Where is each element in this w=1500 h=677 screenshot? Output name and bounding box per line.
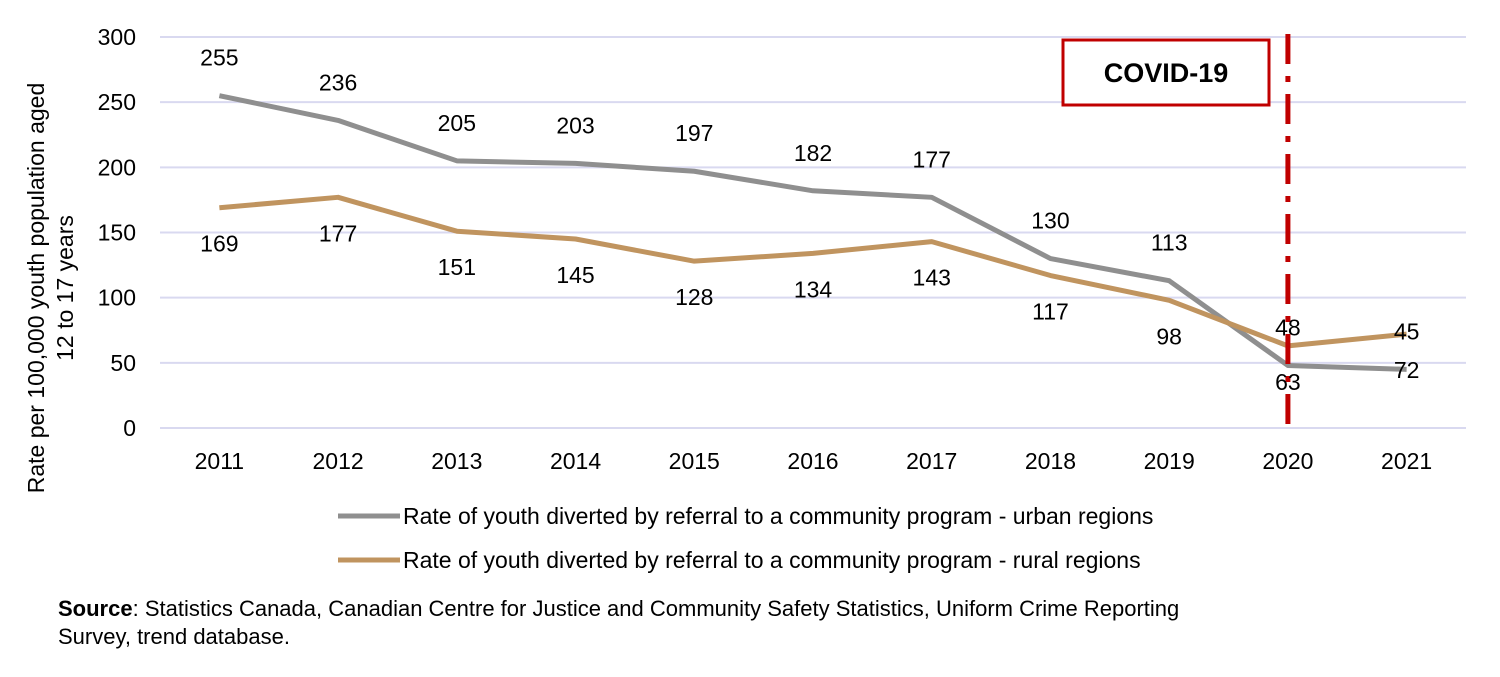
data-label-rural-2021: 72 bbox=[1394, 357, 1420, 383]
x-tick-2016: 2016 bbox=[787, 448, 838, 474]
data-label-urban-2011: 255 bbox=[200, 45, 238, 71]
x-tick-2017: 2017 bbox=[906, 448, 957, 474]
legend-item-rural: Rate of youth diverted by referral to a … bbox=[338, 547, 1141, 573]
x-tick-2020: 2020 bbox=[1262, 448, 1313, 474]
y-tick-100: 100 bbox=[98, 285, 136, 311]
data-label-rural-2012: 177 bbox=[319, 220, 357, 246]
data-label-rural-2013: 151 bbox=[438, 254, 476, 280]
data-label-urban-2020: 48 bbox=[1275, 314, 1301, 340]
source-note: Source: Statistics Canada, Canadian Cent… bbox=[58, 596, 1179, 649]
data-label-rural-2019: 98 bbox=[1156, 323, 1182, 349]
gridlines bbox=[160, 36, 1466, 429]
x-tick-2012: 2012 bbox=[313, 448, 364, 474]
data-label-urban-2017: 177 bbox=[913, 146, 951, 172]
x-tick-2013: 2013 bbox=[431, 448, 482, 474]
data-label-urban-2015: 197 bbox=[675, 120, 713, 146]
covid-label: COVID-19 bbox=[1104, 58, 1229, 88]
covid-annotation: COVID-19 bbox=[1061, 34, 1291, 428]
series-lines bbox=[218, 93, 1407, 372]
source-text: : Statistics Canada, Canadian Centre for… bbox=[133, 596, 1180, 621]
y-axis-title-line1: Rate per 100,000 youth population aged bbox=[23, 83, 49, 494]
y-tick-labels: 0 50 100 150 200 250 300 bbox=[98, 24, 136, 441]
data-label-rural-2017: 143 bbox=[913, 265, 951, 291]
data-label-urban-2021: 45 bbox=[1394, 318, 1420, 344]
data-label-rural-2011: 169 bbox=[200, 231, 238, 257]
legend: Rate of youth diverted by referral to a … bbox=[338, 503, 1153, 573]
data-label-rural-2016: 134 bbox=[794, 276, 833, 302]
y-tick-150: 150 bbox=[98, 220, 136, 246]
x-tick-2014: 2014 bbox=[550, 448, 601, 474]
data-label-urban-2018: 130 bbox=[1031, 208, 1069, 234]
data-label-urban-2019: 113 bbox=[1151, 230, 1188, 256]
legend-label-urban: Rate of youth diverted by referral to a … bbox=[403, 503, 1153, 529]
x-tick-2021: 2021 bbox=[1381, 448, 1432, 474]
data-label-urban-2012: 236 bbox=[319, 69, 357, 95]
data-label-rural-2018: 117 bbox=[1032, 299, 1069, 325]
y-tick-300: 300 bbox=[98, 24, 136, 50]
x-tick-2015: 2015 bbox=[669, 448, 720, 474]
x-tick-2019: 2019 bbox=[1144, 448, 1195, 474]
y-axis-title: Rate per 100,000 youth population aged 1… bbox=[23, 83, 78, 494]
source-line2: Survey, trend database. bbox=[58, 624, 290, 649]
covid-label-box bbox=[1061, 38, 1271, 107]
data-label-urban-2016: 182 bbox=[794, 140, 832, 166]
source-line1: Source: Statistics Canada, Canadian Cent… bbox=[58, 596, 1179, 621]
data-label-rural-2015: 128 bbox=[675, 284, 713, 310]
data-labels: 255 236 205 203 197 182 177 130 113 48 45 169 177 151… bbox=[200, 45, 1419, 395]
y-tick-0: 0 bbox=[123, 415, 136, 441]
y-tick-250: 250 bbox=[98, 89, 136, 115]
data-label-rural-2014: 145 bbox=[556, 262, 594, 288]
legend-label-rural: Rate of youth diverted by referral to a … bbox=[403, 547, 1141, 573]
y-tick-50: 50 bbox=[110, 350, 136, 376]
data-label-rural-2020: 63 bbox=[1275, 369, 1301, 395]
series-line-rural bbox=[219, 194, 1407, 349]
x-tick-labels: 2011 2012 2013 2014 2015 2016 2017 2018 2019 2020… bbox=[195, 448, 1433, 474]
data-label-urban-2014: 203 bbox=[556, 112, 594, 138]
legend-item-urban: Rate of youth diverted by referral to a … bbox=[338, 503, 1153, 529]
series-line-urban bbox=[218, 93, 1407, 372]
y-tick-200: 200 bbox=[98, 154, 136, 180]
data-label-urban-2013: 205 bbox=[438, 110, 476, 136]
x-tick-2011: 2011 bbox=[195, 448, 244, 474]
source-label: Source bbox=[58, 596, 133, 621]
x-tick-2018: 2018 bbox=[1025, 448, 1076, 474]
y-axis-title-line2: 12 to 17 years bbox=[52, 215, 78, 361]
